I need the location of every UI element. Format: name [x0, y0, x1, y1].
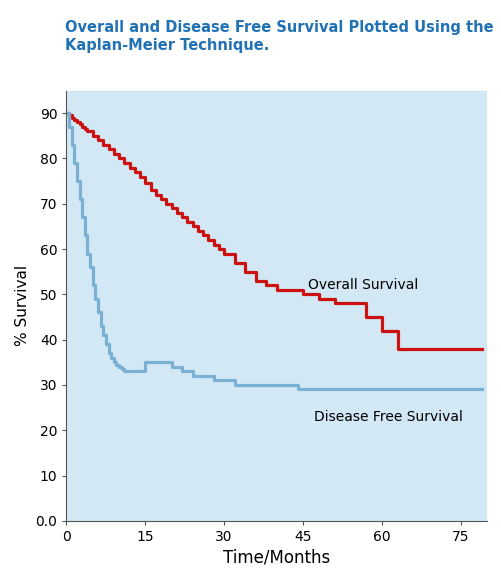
X-axis label: Time/Months: Time/Months — [222, 548, 330, 566]
Text: Overall and Disease Free Survival Plotted Using the
Kaplan-Meier Technique.: Overall and Disease Free Survival Plotte… — [65, 20, 493, 53]
Text: Overall Survival: Overall Survival — [308, 278, 418, 292]
Y-axis label: % Survival: % Survival — [15, 265, 30, 346]
Text: Disease Free Survival: Disease Free Survival — [313, 410, 461, 424]
